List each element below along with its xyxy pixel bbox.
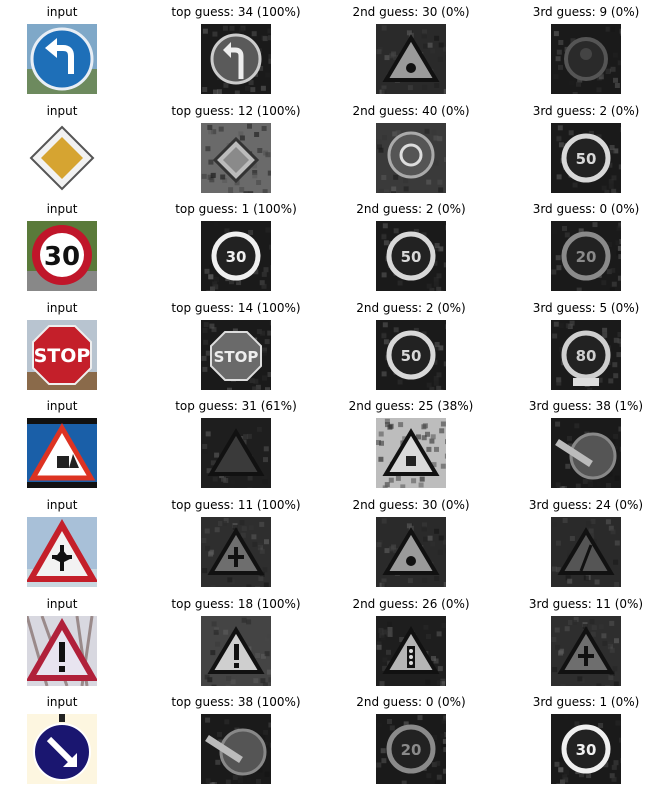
- guess-label: 3rd guess: 9 (0%): [532, 5, 640, 19]
- road-narrows-grayscale-icon: [551, 517, 621, 587]
- speed-limit-30-grayscale-icon: 30: [201, 221, 271, 292]
- keep-right-sign-icon: [27, 714, 97, 785]
- guess-label: 2nd guess: 2 (0%): [356, 202, 466, 217]
- right-of-way-grayscale-icon: [551, 615, 621, 686]
- svg-text:80: 80: [576, 347, 597, 365]
- guess-label: 2nd guess: 2 (0%): [356, 300, 466, 315]
- speed-limit-20-grayscale-icon: 20: [551, 221, 621, 292]
- input-label: input: [46, 300, 78, 315]
- road-work-grayscale-icon: [376, 418, 446, 489]
- guess-label: 3rd guess: 38 (1%): [528, 399, 644, 414]
- speed-limit-50-grayscale-icon: 50: [376, 319, 446, 390]
- svg-text:30: 30: [576, 741, 597, 759]
- guess-label: top guess: 38 (100%): [171, 695, 301, 710]
- keep-right-grayscale-icon: [201, 714, 271, 785]
- guess-label: 2nd guess: 0 (0%): [356, 695, 466, 710]
- roundabout-grayscale-icon: [376, 122, 446, 193]
- input-label: input: [46, 103, 78, 118]
- input-label: input: [46, 695, 78, 710]
- svg-text:50: 50: [401, 248, 422, 266]
- road-work-sign-icon: [27, 418, 97, 489]
- guess-label: 2nd guess: 26 (0%): [352, 596, 470, 611]
- guess-label: 3rd guess: 1 (0%): [532, 695, 640, 710]
- guess-label: top guess: 34 (100%): [171, 5, 301, 19]
- input-label: input: [46, 596, 78, 611]
- guess-label: 3rd guess: 24 (0%): [528, 498, 644, 512]
- guess-label: 3rd guess: 2 (0%): [532, 103, 640, 118]
- guess-label: top guess: 11 (100%): [171, 498, 301, 512]
- stop-sign-icon: STOP: [27, 319, 97, 390]
- speed-limit-50-grayscale-icon: 50: [376, 221, 446, 292]
- general-caution-sign-icon: [27, 615, 97, 686]
- input-label: input: [46, 399, 78, 414]
- svg-text:STOP: STOP: [34, 345, 91, 367]
- speed-limit-30-grayscale-icon: 30: [551, 714, 621, 785]
- guess-label: 2nd guess: 40 (0%): [352, 103, 470, 118]
- speed-limit-20-grayscale-icon: 20: [376, 714, 446, 785]
- guess-label: 2nd guess: 25 (38%): [348, 399, 474, 414]
- warning-triangle-grayscale-icon: [376, 517, 446, 587]
- input-label: input: [46, 202, 78, 217]
- speed-limit-80-grayscale-icon: 80: [551, 319, 621, 390]
- right-of-way-sign-icon: [27, 517, 97, 587]
- guess-label: top guess: 18 (100%): [171, 596, 301, 611]
- turn-left-sign-grayscale-icon: [201, 24, 271, 94]
- svg-text:50: 50: [401, 347, 422, 365]
- guess-label: 3rd guess: 11 (0%): [528, 596, 644, 611]
- svg-text:30: 30: [44, 242, 80, 272]
- speed-limit-30-sign-icon: 30: [27, 221, 97, 292]
- dark-round-sign-grayscale-icon: [551, 24, 621, 94]
- svg-text:20: 20: [576, 248, 597, 266]
- svg-text:20: 20: [401, 741, 422, 759]
- guess-label: top guess: 14 (100%): [171, 300, 301, 315]
- speed-limit-50-grayscale-icon: 50: [551, 122, 621, 193]
- keep-left-sign-icon: [27, 24, 97, 94]
- svg-text:30: 30: [226, 248, 247, 266]
- input-label: input: [46, 498, 78, 512]
- guess-label: 2nd guess: 30 (0%): [352, 498, 470, 512]
- guess-label: 3rd guess: 5 (0%): [532, 300, 640, 315]
- guess-label: 3rd guess: 0 (0%): [532, 202, 640, 217]
- right-of-way-grayscale-icon: [201, 517, 271, 587]
- svg-text:50: 50: [576, 150, 597, 168]
- priority-road-grayscale-icon: [201, 122, 271, 193]
- svg-text:STOP: STOP: [214, 348, 259, 366]
- stop-grayscale-icon: STOP: [201, 319, 271, 390]
- priority-road-sign-icon: [27, 122, 97, 193]
- general-caution-grayscale-icon: [201, 615, 271, 686]
- wild-animals-grayscale-icon: [201, 418, 271, 489]
- input-label: input: [46, 5, 78, 19]
- guess-label: 2nd guess: 30 (0%): [352, 5, 470, 19]
- guess-label: top guess: 1 (100%): [175, 202, 297, 217]
- guess-label: top guess: 12 (100%): [171, 103, 301, 118]
- warning-triangle-grayscale-icon: [376, 24, 446, 94]
- traffic-signals-grayscale-icon: [376, 615, 446, 686]
- keep-right-grayscale-icon: [551, 418, 621, 489]
- guess-label: top guess: 31 (61%): [175, 399, 297, 414]
